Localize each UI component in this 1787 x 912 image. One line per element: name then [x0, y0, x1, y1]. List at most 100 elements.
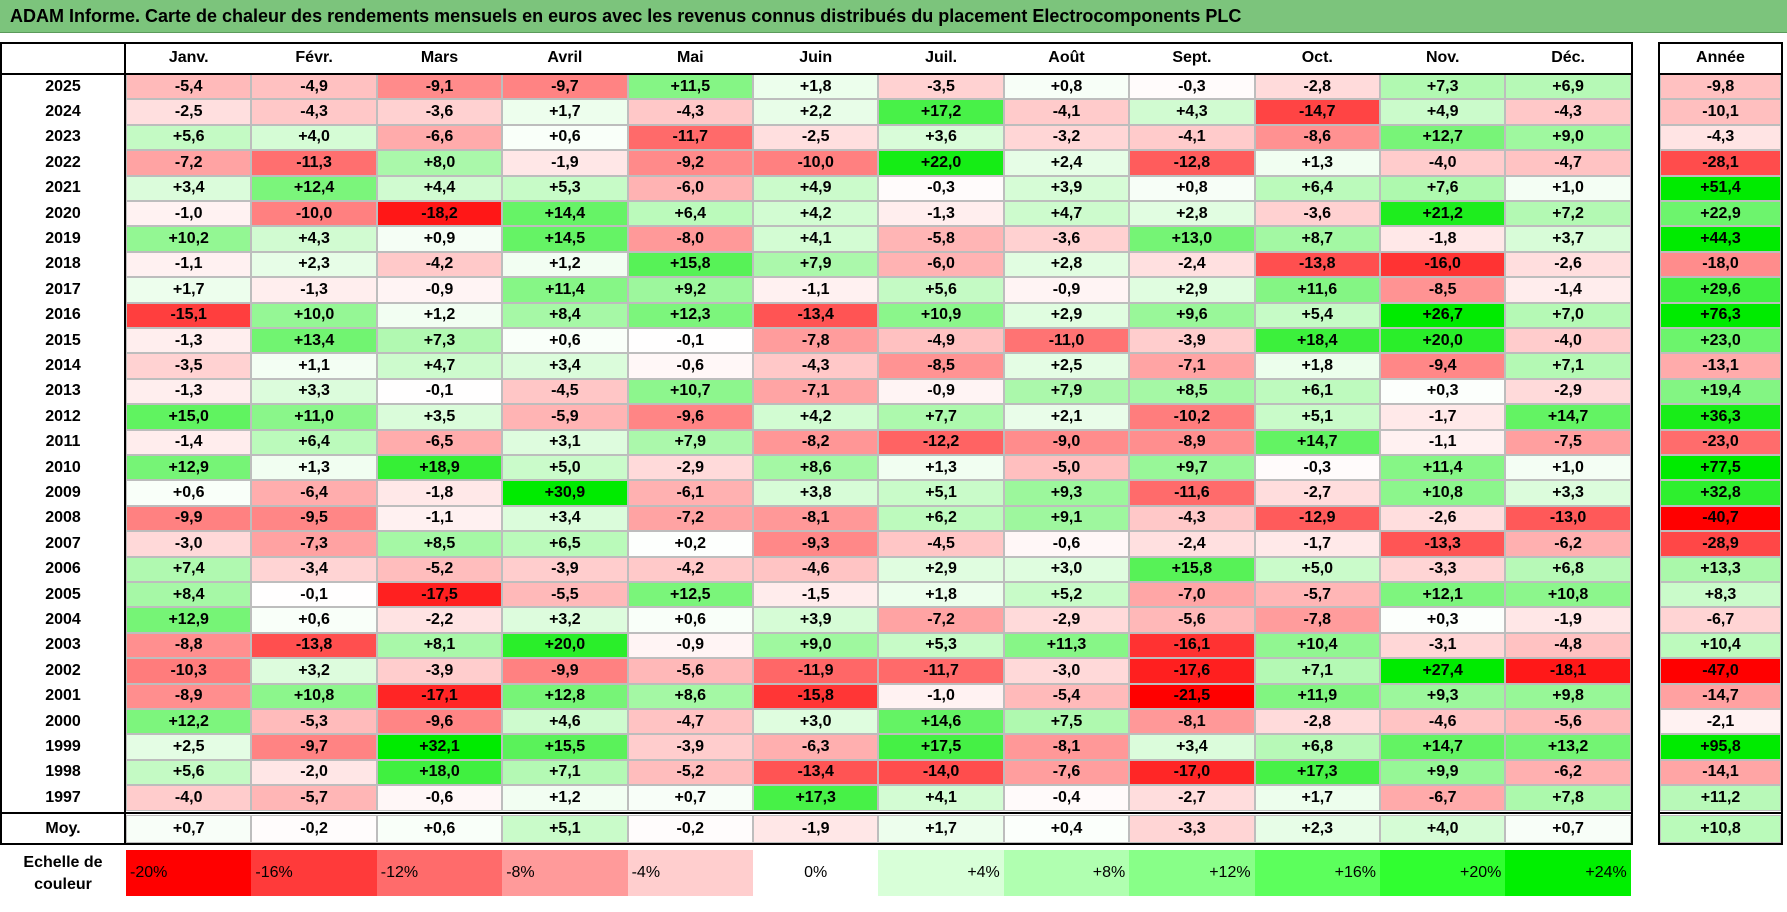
heatmap-cell: +3,3	[1505, 480, 1631, 506]
heatmap-cell: -1,8	[376, 480, 503, 506]
heatmap-cell: -8,1	[1129, 709, 1255, 735]
heatmap-cell: -4,9	[251, 74, 377, 100]
column-header: Déc.	[1505, 44, 1631, 72]
heatmap-cell: -4,1	[1129, 124, 1255, 151]
heatmap-cell: -1,7	[1380, 404, 1506, 430]
heatmap-cell: -5,3	[251, 709, 377, 735]
heatmap-cell: -2,9	[1003, 607, 1130, 633]
heatmap-cell: -2,5	[126, 99, 252, 125]
heatmap-cell: +17,3	[1254, 759, 1380, 786]
heatmap-cell: -13,8	[1254, 251, 1380, 278]
heatmap-cell: -4,3	[1129, 505, 1255, 532]
year-label: 2015	[0, 328, 126, 354]
heatmap-cell: +1,7	[1254, 785, 1380, 811]
year-label: 2007	[0, 531, 126, 557]
average-cell: +0,6	[376, 814, 503, 843]
year-label: 2017	[0, 277, 126, 303]
annual-cell: -28,1	[1660, 150, 1781, 176]
year-label: 2023	[0, 124, 126, 151]
heatmap-cell: +9,7	[1129, 455, 1255, 481]
heatmap-cell: -14,7	[1254, 99, 1380, 125]
color-scale-step: +24%	[1505, 850, 1631, 896]
heatmap-cell: -1,3	[878, 201, 1004, 227]
heatmap-cell: +5,6	[126, 759, 252, 786]
heatmap-cell: -3,6	[376, 99, 503, 125]
annual-cell: +44,3	[1660, 226, 1781, 252]
heatmap-cell: -0,6	[376, 785, 503, 811]
heatmap-cell: -10,2	[1129, 404, 1255, 430]
heatmap-cell: +5,3	[878, 632, 1004, 659]
heatmap-cell: -0,9	[627, 632, 753, 659]
annual-cell: +19,4	[1660, 378, 1781, 405]
heatmap-cell: +3,3	[251, 378, 377, 405]
heatmap-cell: -1,1	[126, 251, 252, 278]
heatmap-cell: +6,4	[627, 201, 753, 227]
heatmap-cell: +13,2	[1505, 734, 1631, 760]
heatmap-cell: +1,8	[878, 582, 1004, 608]
color-scale-step: -8%	[502, 850, 628, 896]
heatmap-cell: +11,0	[251, 404, 377, 430]
heatmap-cell: +3,9	[753, 607, 879, 633]
average-cell: -1,9	[753, 814, 879, 843]
heatmap-cell: +20,0	[1380, 328, 1506, 354]
heatmap-cell: -1,7	[1254, 531, 1380, 557]
color-scale-step: -12%	[376, 850, 503, 896]
heatmap-cell: +1,7	[126, 277, 252, 303]
heatmap-cell: +9,3	[1003, 480, 1130, 506]
year-label: 1997	[0, 785, 126, 811]
heatmap-cell: +15,8	[1129, 556, 1255, 582]
heatmap-cell: -8,5	[1380, 277, 1506, 303]
heatmap-cell: +8,6	[753, 455, 879, 481]
year-label: 2000	[0, 709, 126, 735]
heatmap-cell: -1,3	[251, 277, 377, 303]
year-label: 2009	[0, 480, 126, 506]
color-scale-label: Echelle de couleur	[0, 852, 126, 896]
heatmap-cell: +7,3	[376, 328, 503, 354]
heatmap-cell: -0,1	[627, 328, 753, 354]
heatmap-cell: -2,6	[1380, 505, 1506, 532]
heatmap-cell: +0,7	[627, 785, 753, 811]
heatmap-cell: +11,3	[1003, 632, 1130, 659]
year-label: 2013	[0, 378, 126, 405]
heatmap-cell: +27,4	[1380, 658, 1506, 684]
heatmap-cell: -4,2	[376, 251, 503, 278]
heatmap-cell: -11,7	[627, 124, 753, 151]
heatmap-cell: +6,4	[251, 429, 377, 455]
heatmap-cell: -5,4	[126, 74, 252, 100]
heatmap-cell: -5,4	[1003, 683, 1130, 709]
annual-cell: -14,7	[1660, 683, 1781, 709]
heatmap-cell: +3,2	[251, 658, 377, 684]
heatmap-cell: -16,1	[1129, 632, 1255, 659]
heatmap-cell: +9,6	[1129, 302, 1255, 328]
heatmap-cell: +9,8	[1505, 683, 1631, 709]
heatmap-cell: +8,4	[502, 302, 628, 328]
heatmap-cell: -5,2	[627, 759, 753, 786]
heatmap-cell: +4,7	[1003, 201, 1130, 227]
year-label: 2004	[0, 607, 126, 633]
average-cell: +1,7	[878, 814, 1004, 843]
heatmap-cell: +3,1	[502, 429, 628, 455]
separator-line	[1660, 811, 1781, 814]
heatmap-cell: -3,9	[502, 556, 628, 582]
heatmap-cell: +7,6	[1380, 175, 1506, 201]
heatmap-cell: +9,0	[1505, 124, 1631, 151]
heatmap-cell: -1,4	[126, 429, 252, 455]
column-header: Août	[1003, 44, 1130, 72]
heatmap-cell: -4,0	[1505, 328, 1631, 354]
heatmap-cell: +1,7	[502, 99, 628, 125]
annual-cell: +95,8	[1660, 734, 1781, 760]
color-scale-step: +8%	[1003, 850, 1130, 896]
heatmap-cell: +8,6	[627, 683, 753, 709]
heatmap-cell: +4,0	[251, 124, 377, 151]
heatmap-cell: -4,7	[627, 709, 753, 735]
heatmap-cell: +8,5	[376, 531, 503, 557]
heatmap-cell: +1,0	[1505, 455, 1631, 481]
heatmap-cell: +1,2	[502, 251, 628, 278]
heatmap-cell: +14,4	[502, 201, 628, 227]
year-label: 2005	[0, 582, 126, 608]
heatmap-cell: -1,1	[376, 505, 503, 532]
heatmap-cell: +5,0	[502, 455, 628, 481]
heatmap-cell: +0,8	[1003, 74, 1130, 100]
heatmap-cell: +12,5	[627, 582, 753, 608]
heatmap-cell: -6,3	[753, 734, 879, 760]
